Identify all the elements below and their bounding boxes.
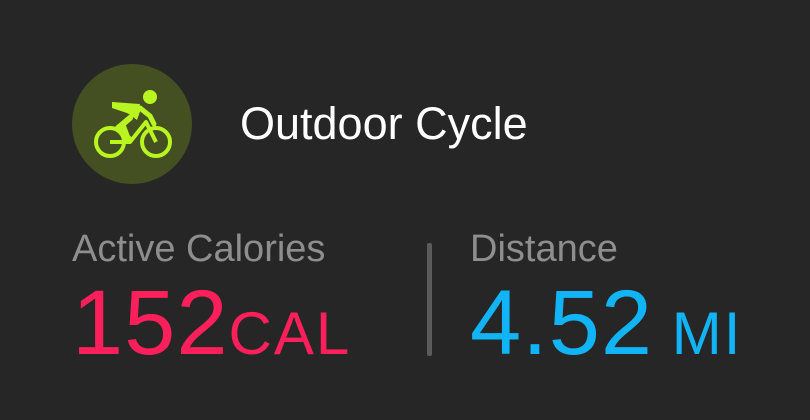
distance-label: Distance [470, 228, 618, 270]
distance-number: 4.52 [470, 272, 654, 374]
stats-divider [427, 243, 432, 356]
distance-value: 4.52 MI [470, 277, 743, 395]
calories-number: 152 [72, 272, 229, 374]
calories-label: Active Calories [72, 228, 326, 270]
distance-unit: MI [653, 300, 743, 367]
cyclist-icon [94, 90, 172, 158]
calories-value: 152CAL [72, 277, 352, 395]
calories-unit: CAL [228, 300, 352, 367]
workout-type-badge [72, 64, 192, 184]
workout-title: Outdoor Cycle [240, 98, 528, 149]
